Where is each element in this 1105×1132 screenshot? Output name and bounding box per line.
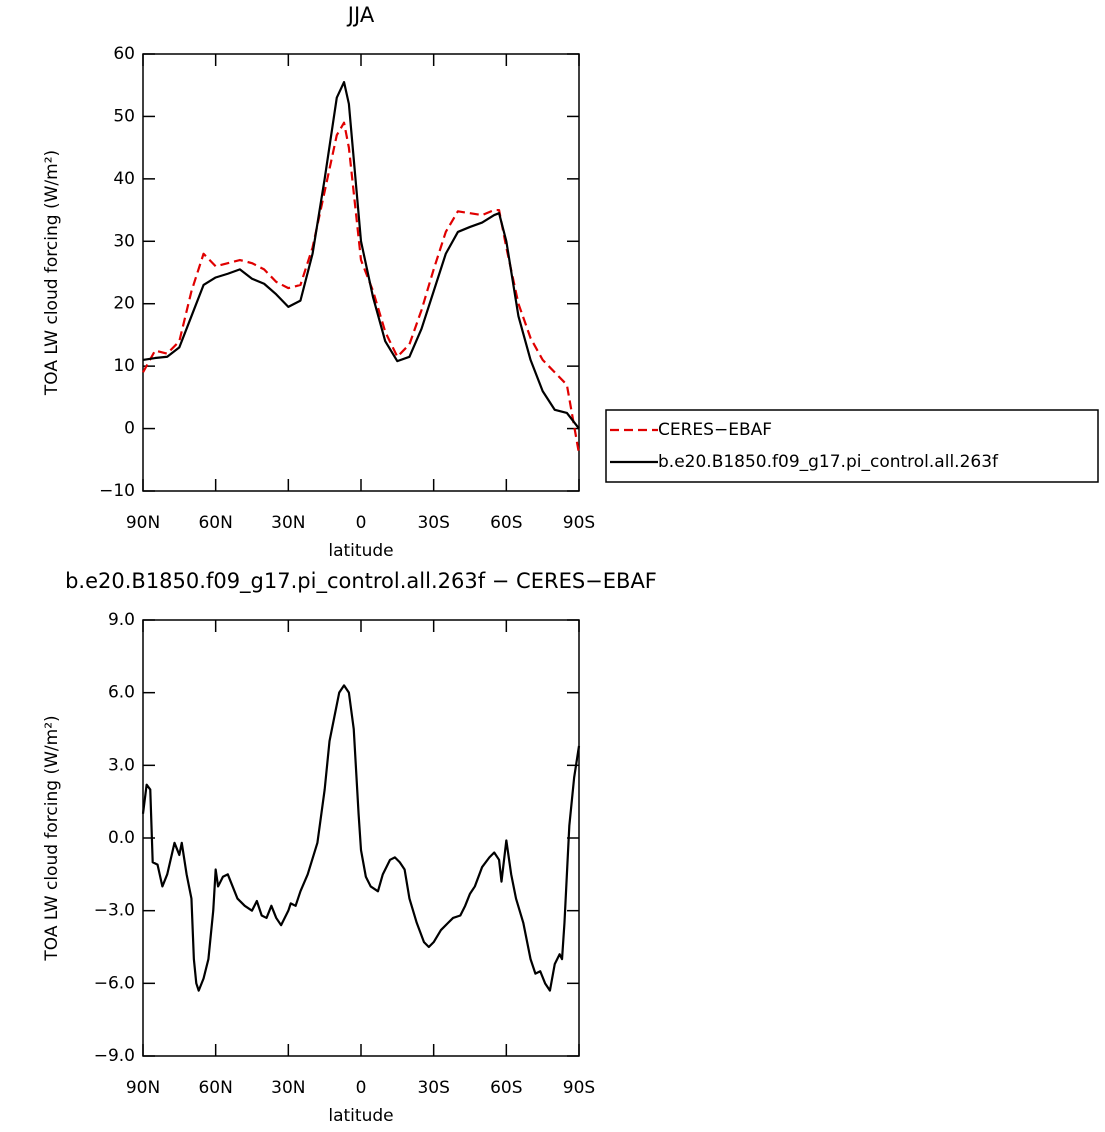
- y-tick-label: 20: [113, 294, 135, 314]
- y-tick-label: −10: [99, 481, 135, 501]
- x-tick-label: 0: [356, 513, 367, 533]
- y-tick-label: 9.0: [108, 610, 135, 630]
- x-tick-label: 0: [356, 1078, 367, 1098]
- legend-label: b.e20.B1850.f09_g17.pi_control.all.263f: [658, 452, 999, 472]
- y-axis-label: TOA LW cloud forcing (W/m²): [42, 150, 62, 396]
- x-tick-label: 30S: [417, 1078, 449, 1098]
- y-tick-label: −3.0: [94, 901, 135, 921]
- x-tick-label: 30S: [417, 513, 449, 533]
- x-tick-label: 90N: [126, 1078, 160, 1098]
- y-tick-label: 30: [113, 231, 135, 251]
- x-tick-label: 90N: [126, 513, 160, 533]
- x-tick-label: 90S: [563, 1078, 595, 1098]
- x-tick-label: 60S: [490, 1078, 522, 1098]
- x-tick-label: 90S: [563, 513, 595, 533]
- chart-title: JJA: [346, 3, 375, 27]
- plot-frame: [142, 53, 580, 492]
- y-tick-label: −6.0: [94, 973, 135, 993]
- y-tick-label: 6.0: [108, 683, 135, 703]
- legend-label: CERES−EBAF: [658, 420, 772, 440]
- y-tick-label: −9.0: [94, 1046, 135, 1066]
- chart-title: b.e20.B1850.f09_g17.pi_control.all.263f …: [65, 569, 657, 594]
- x-tick-label: 60N: [198, 1078, 232, 1098]
- x-axis-label: latitude: [328, 1106, 393, 1126]
- series-line: [142, 80, 580, 430]
- y-tick-label: 40: [113, 169, 135, 189]
- y-tick-label: 60: [113, 44, 135, 64]
- series-line: [142, 121, 581, 454]
- y-tick-label: 10: [113, 356, 135, 376]
- x-axis-label: latitude: [328, 541, 393, 561]
- x-tick-label: 30N: [271, 513, 305, 533]
- x-tick-label: 60N: [198, 513, 232, 533]
- series-line: [141, 684, 581, 992]
- legend-box: [605, 409, 1099, 483]
- y-tick-label: 0.0: [108, 828, 135, 848]
- y-tick-label: 0: [124, 419, 135, 439]
- y-tick-label: 50: [113, 106, 135, 126]
- y-axis-label: TOA LW cloud forcing (W/m²): [42, 715, 62, 961]
- x-tick-label: 30N: [271, 1078, 305, 1098]
- x-tick-label: 60S: [490, 513, 522, 533]
- y-tick-label: 3.0: [108, 755, 135, 775]
